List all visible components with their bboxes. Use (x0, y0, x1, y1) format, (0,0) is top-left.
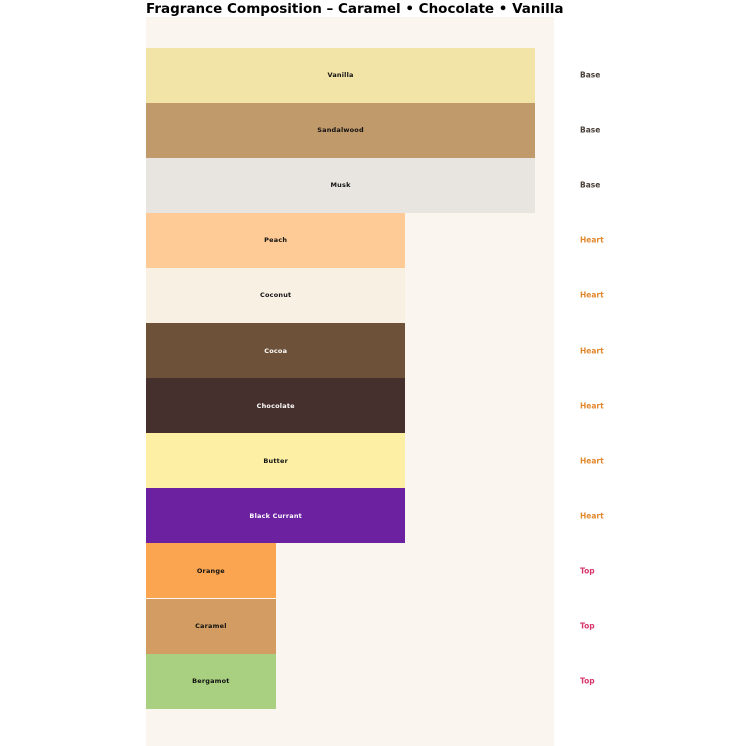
bar-label-orange: Orange (196, 566, 225, 575)
bar-musk: Musk (146, 157, 536, 213)
bar-label-peach: Peach (264, 236, 288, 245)
bar-vanilla: Vanilla (146, 47, 536, 103)
bar-label-sandalwood: Sandalwood (317, 126, 364, 135)
group-label-heart-4: Heart (580, 290, 604, 300)
plot-panel: Vanilla Sandalwood Musk Peach Coconut Cocoa Ch… (146, 17, 554, 746)
bar-label-caramel: Caramel (195, 622, 227, 631)
group-label-top-10: Top (580, 621, 595, 631)
bar-chocolate: Chocolate (146, 378, 406, 434)
bar-label-cocoa: Cocoa (264, 346, 288, 355)
group-label-base-2: Base (580, 180, 601, 190)
bar-orange: Orange (146, 543, 276, 599)
bar-black-currant: Black Currant (146, 488, 406, 544)
group-label-heart-5: Heart (580, 346, 604, 356)
chart-title: Fragrance Composition – Caramel • Chocol… (146, 1, 564, 17)
group-label-heart-3: Heart (580, 235, 604, 245)
bar-peach: Peach (146, 212, 406, 268)
bar-caramel: Caramel (146, 598, 276, 654)
group-label-top-9: Top (580, 566, 595, 576)
bar-sandalwood: Sandalwood (146, 102, 536, 158)
bar-label-vanilla: Vanilla (327, 71, 354, 80)
bar-label-bergamot: Bergamot (192, 677, 230, 686)
bar-label-chocolate: Chocolate (256, 401, 295, 410)
group-label-base-1: Base (580, 125, 601, 135)
bar-label-musk: Musk (330, 181, 351, 190)
bar-butter: Butter (146, 433, 406, 489)
bar-coconut: Coconut (146, 267, 406, 323)
group-label-base-0: Base (580, 70, 601, 80)
bar-label-black-currant: Black Currant (249, 511, 302, 520)
bar-cocoa: Cocoa (146, 323, 406, 379)
bar-label-butter: Butter (263, 456, 288, 465)
group-label-heart-8: Heart (580, 511, 604, 521)
bar-label-coconut: Coconut (260, 291, 292, 300)
group-label-top-11: Top (580, 676, 595, 686)
group-label-heart-6: Heart (580, 401, 604, 411)
group-label-heart-7: Heart (580, 456, 604, 466)
bar-bergamot: Bergamot (146, 653, 276, 709)
